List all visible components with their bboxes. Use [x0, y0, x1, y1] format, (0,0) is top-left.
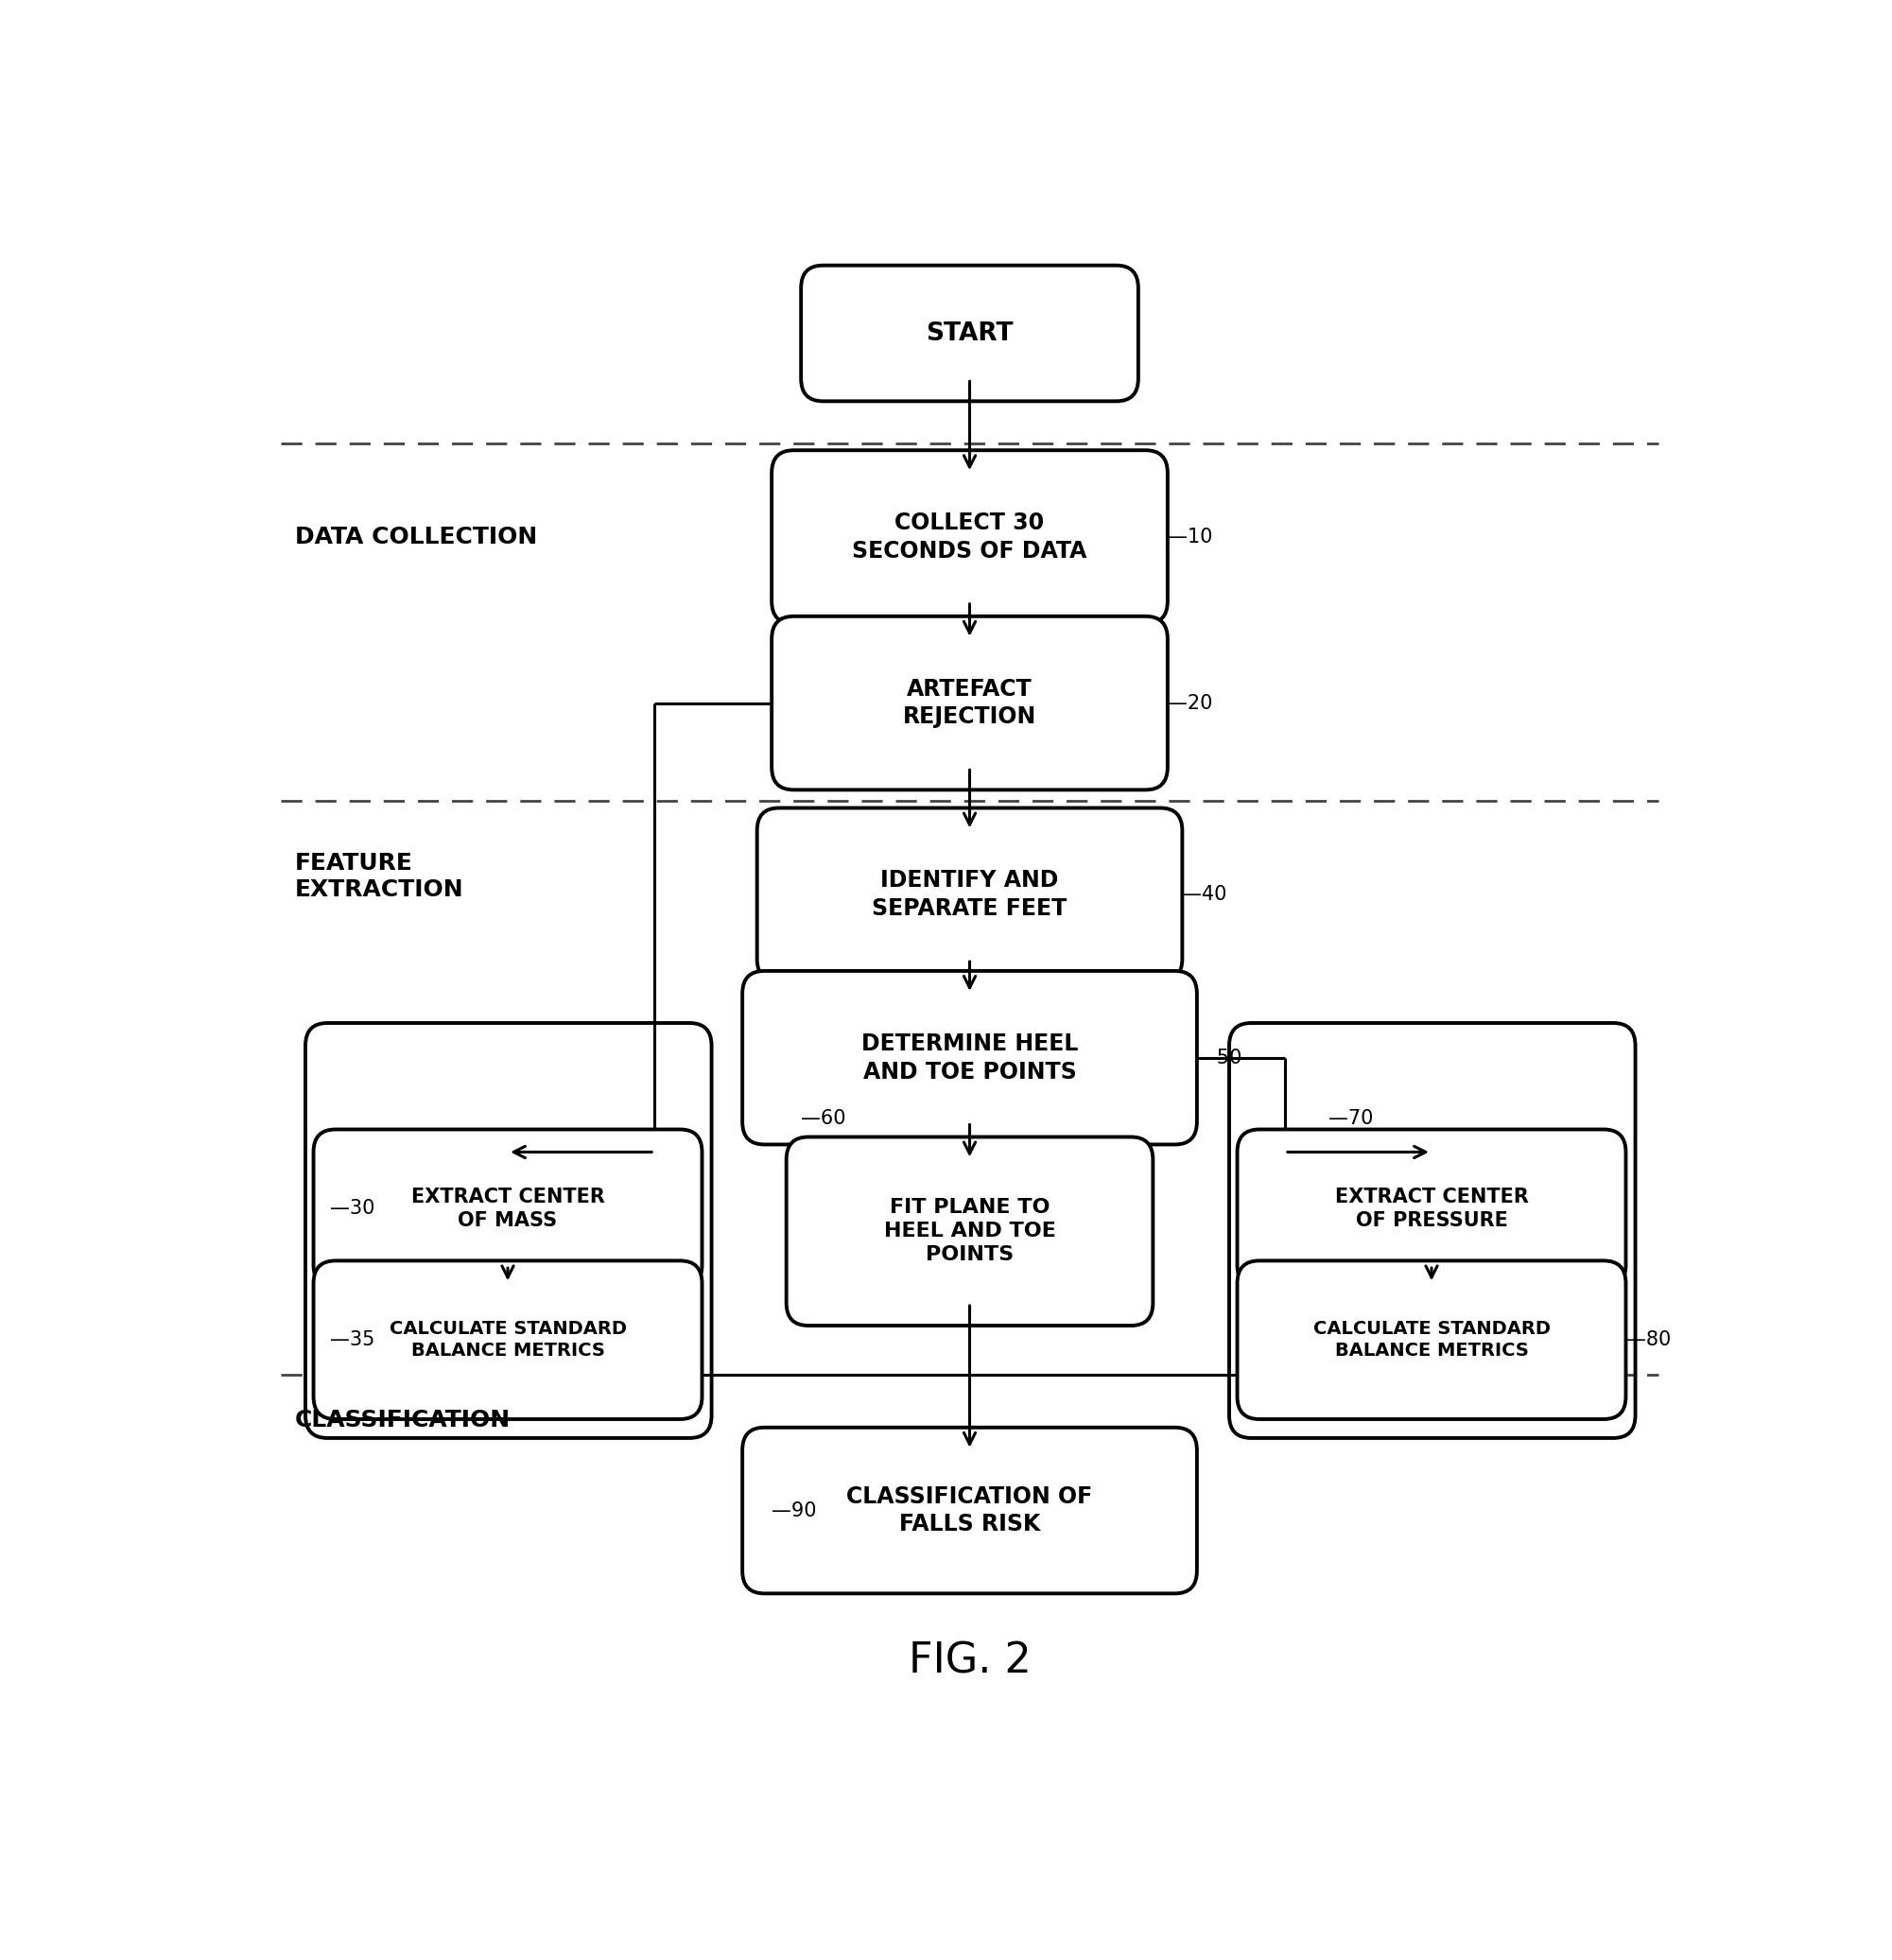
- Text: ARTEFACT
REJECTION: ARTEFACT REJECTION: [902, 678, 1037, 729]
- FancyBboxPatch shape: [314, 1260, 702, 1419]
- Text: CALCULATE STANDARD
BALANCE METRICS: CALCULATE STANDARD BALANCE METRICS: [390, 1319, 626, 1360]
- Text: —60: —60: [800, 1109, 846, 1127]
- Text: —80: —80: [1627, 1331, 1671, 1348]
- Text: EXTRACT CENTER
OF MASS: EXTRACT CENTER OF MASS: [411, 1188, 605, 1229]
- Text: START: START: [925, 321, 1014, 345]
- FancyBboxPatch shape: [787, 1137, 1152, 1325]
- FancyBboxPatch shape: [772, 615, 1167, 790]
- FancyBboxPatch shape: [800, 265, 1139, 402]
- Text: DATA COLLECTION: DATA COLLECTION: [295, 525, 537, 549]
- Text: FIT PLANE TO
HEEL AND TOE
POINTS: FIT PLANE TO HEEL AND TOE POINTS: [884, 1198, 1056, 1264]
- Text: CLASSIFICATION OF
FALLS RISK: CLASSIFICATION OF FALLS RISK: [846, 1486, 1094, 1537]
- FancyBboxPatch shape: [742, 970, 1198, 1145]
- Text: —90: —90: [772, 1501, 817, 1519]
- Text: —30: —30: [331, 1200, 375, 1217]
- Text: —20: —20: [1167, 694, 1213, 713]
- Text: IDENTIFY AND
SEPARATE FEET: IDENTIFY AND SEPARATE FEET: [872, 870, 1067, 919]
- Text: —70: —70: [1328, 1109, 1374, 1127]
- Text: —10: —10: [1167, 527, 1213, 547]
- Text: —50: —50: [1198, 1049, 1241, 1066]
- Text: —35: —35: [331, 1331, 375, 1348]
- Text: CALCULATE STANDARD
BALANCE METRICS: CALCULATE STANDARD BALANCE METRICS: [1313, 1319, 1550, 1360]
- FancyBboxPatch shape: [757, 808, 1182, 982]
- Text: COLLECT 30
SECONDS OF DATA: COLLECT 30 SECONDS OF DATA: [851, 512, 1088, 563]
- FancyBboxPatch shape: [1237, 1260, 1625, 1419]
- Text: DETERMINE HEEL
AND TOE POINTS: DETERMINE HEEL AND TOE POINTS: [861, 1033, 1078, 1084]
- FancyBboxPatch shape: [1237, 1129, 1625, 1288]
- Text: FEATURE
EXTRACTION: FEATURE EXTRACTION: [295, 853, 464, 902]
- Text: EXTRACT CENTER
OF PRESSURE: EXTRACT CENTER OF PRESSURE: [1334, 1188, 1529, 1229]
- FancyBboxPatch shape: [742, 1427, 1198, 1593]
- Text: FIG. 2: FIG. 2: [908, 1641, 1031, 1682]
- Text: CLASSIFICATION: CLASSIFICATION: [295, 1409, 511, 1431]
- FancyBboxPatch shape: [772, 451, 1167, 623]
- FancyBboxPatch shape: [314, 1129, 702, 1288]
- Text: —40: —40: [1182, 886, 1228, 904]
